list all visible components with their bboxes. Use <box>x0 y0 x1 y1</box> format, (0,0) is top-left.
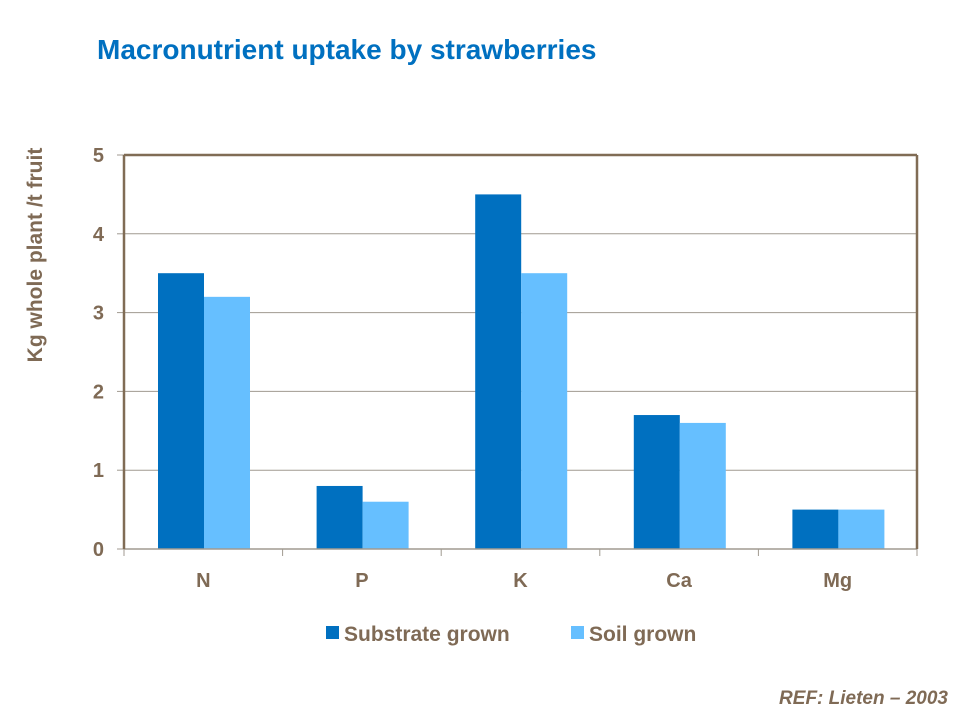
legend-label: Substrate grown <box>344 623 510 646</box>
y-tick-label: 0 <box>93 539 104 561</box>
legend-swatch <box>326 626 339 639</box>
reference-note: REF: Lieten – 2003 <box>779 688 948 709</box>
y-axis-label: Kg whole plant /t fruit <box>24 148 47 363</box>
chart-title: Macronutrient uptake by strawberries <box>97 34 597 65</box>
y-tick-label: 2 <box>93 381 104 403</box>
bar-soil-grown-p <box>362 501 409 549</box>
y-tick-label: 5 <box>93 145 104 167</box>
x-tick-label: Mg <box>823 570 852 592</box>
bar-substrate-grown-mg <box>792 509 839 549</box>
bar-soil-grown-ca <box>679 422 726 549</box>
bar-soil-grown-k <box>521 273 568 549</box>
x-tick-label: K <box>513 570 528 592</box>
legend-swatch <box>571 626 584 639</box>
y-tick-label: 4 <box>93 224 105 246</box>
y-tick-label: 1 <box>93 460 104 482</box>
y-tick-label: 3 <box>93 303 104 325</box>
bar-substrate-grown-n <box>158 273 204 549</box>
bar-soil-grown-n <box>204 296 250 549</box>
bar-substrate-grown-k <box>475 194 522 549</box>
bar-substrate-grown-ca <box>633 415 680 549</box>
bar-substrate-grown-p <box>316 485 363 549</box>
x-tick-label: Ca <box>666 570 692 592</box>
x-tick-label: P <box>355 570 368 592</box>
bar-soil-grown-mg <box>838 509 885 549</box>
legend-label: Soil grown <box>589 623 696 646</box>
x-tick-label: N <box>196 570 210 592</box>
